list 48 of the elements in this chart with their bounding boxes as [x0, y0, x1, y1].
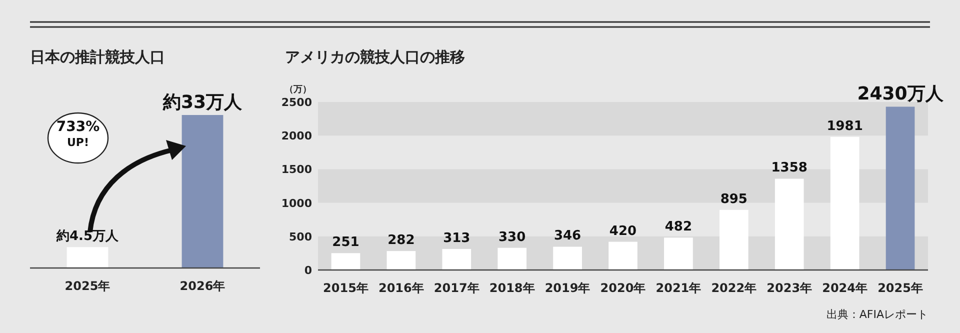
x-tick-label: 2025年 [878, 281, 923, 295]
data-label: 330 [498, 230, 526, 245]
data-label: 約4.5万人 [55, 229, 120, 244]
bar [719, 210, 748, 270]
bar [886, 106, 915, 270]
source-note: 出典：AFIAレポート [826, 308, 928, 321]
x-tick-label: 2020年 [600, 281, 646, 295]
x-tick-label: 2023年 [766, 281, 812, 295]
data-label: 346 [554, 228, 582, 244]
bar [498, 248, 527, 270]
x-tick-label: 2022年 [711, 281, 757, 295]
x-tick-label: 2016年 [378, 281, 424, 295]
data-label: 482 [664, 220, 692, 235]
chart-title: アメリカの競技人口の推移 [285, 48, 465, 66]
x-tick-label: 2024年 [822, 281, 868, 295]
data-label: 420 [609, 224, 637, 239]
data-label: 313 [443, 230, 470, 246]
data-label: 895 [720, 192, 748, 207]
bar [664, 238, 693, 270]
data-label: 2430万人 [857, 84, 944, 105]
y-tick-label: 0 [304, 264, 312, 277]
annotation: 733% UP! [56, 119, 100, 149]
y-tick-label: 1000 [281, 196, 312, 210]
y-axis-title: （万） [284, 85, 312, 95]
x-tick-label: 2019年 [544, 281, 590, 295]
bar [553, 246, 582, 270]
data-label: 251 [332, 235, 360, 250]
y-tick-label: 1500 [281, 163, 312, 176]
x-tick-label: 2026年 [180, 279, 226, 293]
bar [830, 136, 860, 270]
data-label: 1981 [826, 118, 863, 134]
y-tick-label: 500 [289, 230, 312, 244]
x-tick-label: 2025年 [64, 279, 110, 293]
data-label: 1358 [771, 160, 808, 176]
bar [386, 251, 416, 270]
bar [442, 248, 472, 270]
x-tick-label: 2015年 [323, 281, 368, 295]
bar [331, 253, 360, 270]
bar [608, 242, 638, 270]
y-tick-label: 2500 [281, 96, 312, 109]
x-tick-label: 2021年 [656, 281, 702, 295]
chart-title: 日本の推計競技人口 [30, 48, 165, 66]
y-tick-label: 2000 [281, 130, 312, 143]
data-label: 約33万人 [162, 92, 244, 113]
x-tick-label: 2018年 [489, 281, 535, 295]
bar [774, 178, 804, 270]
x-tick-label: 2017年 [434, 281, 480, 295]
data-label: 282 [388, 233, 415, 248]
